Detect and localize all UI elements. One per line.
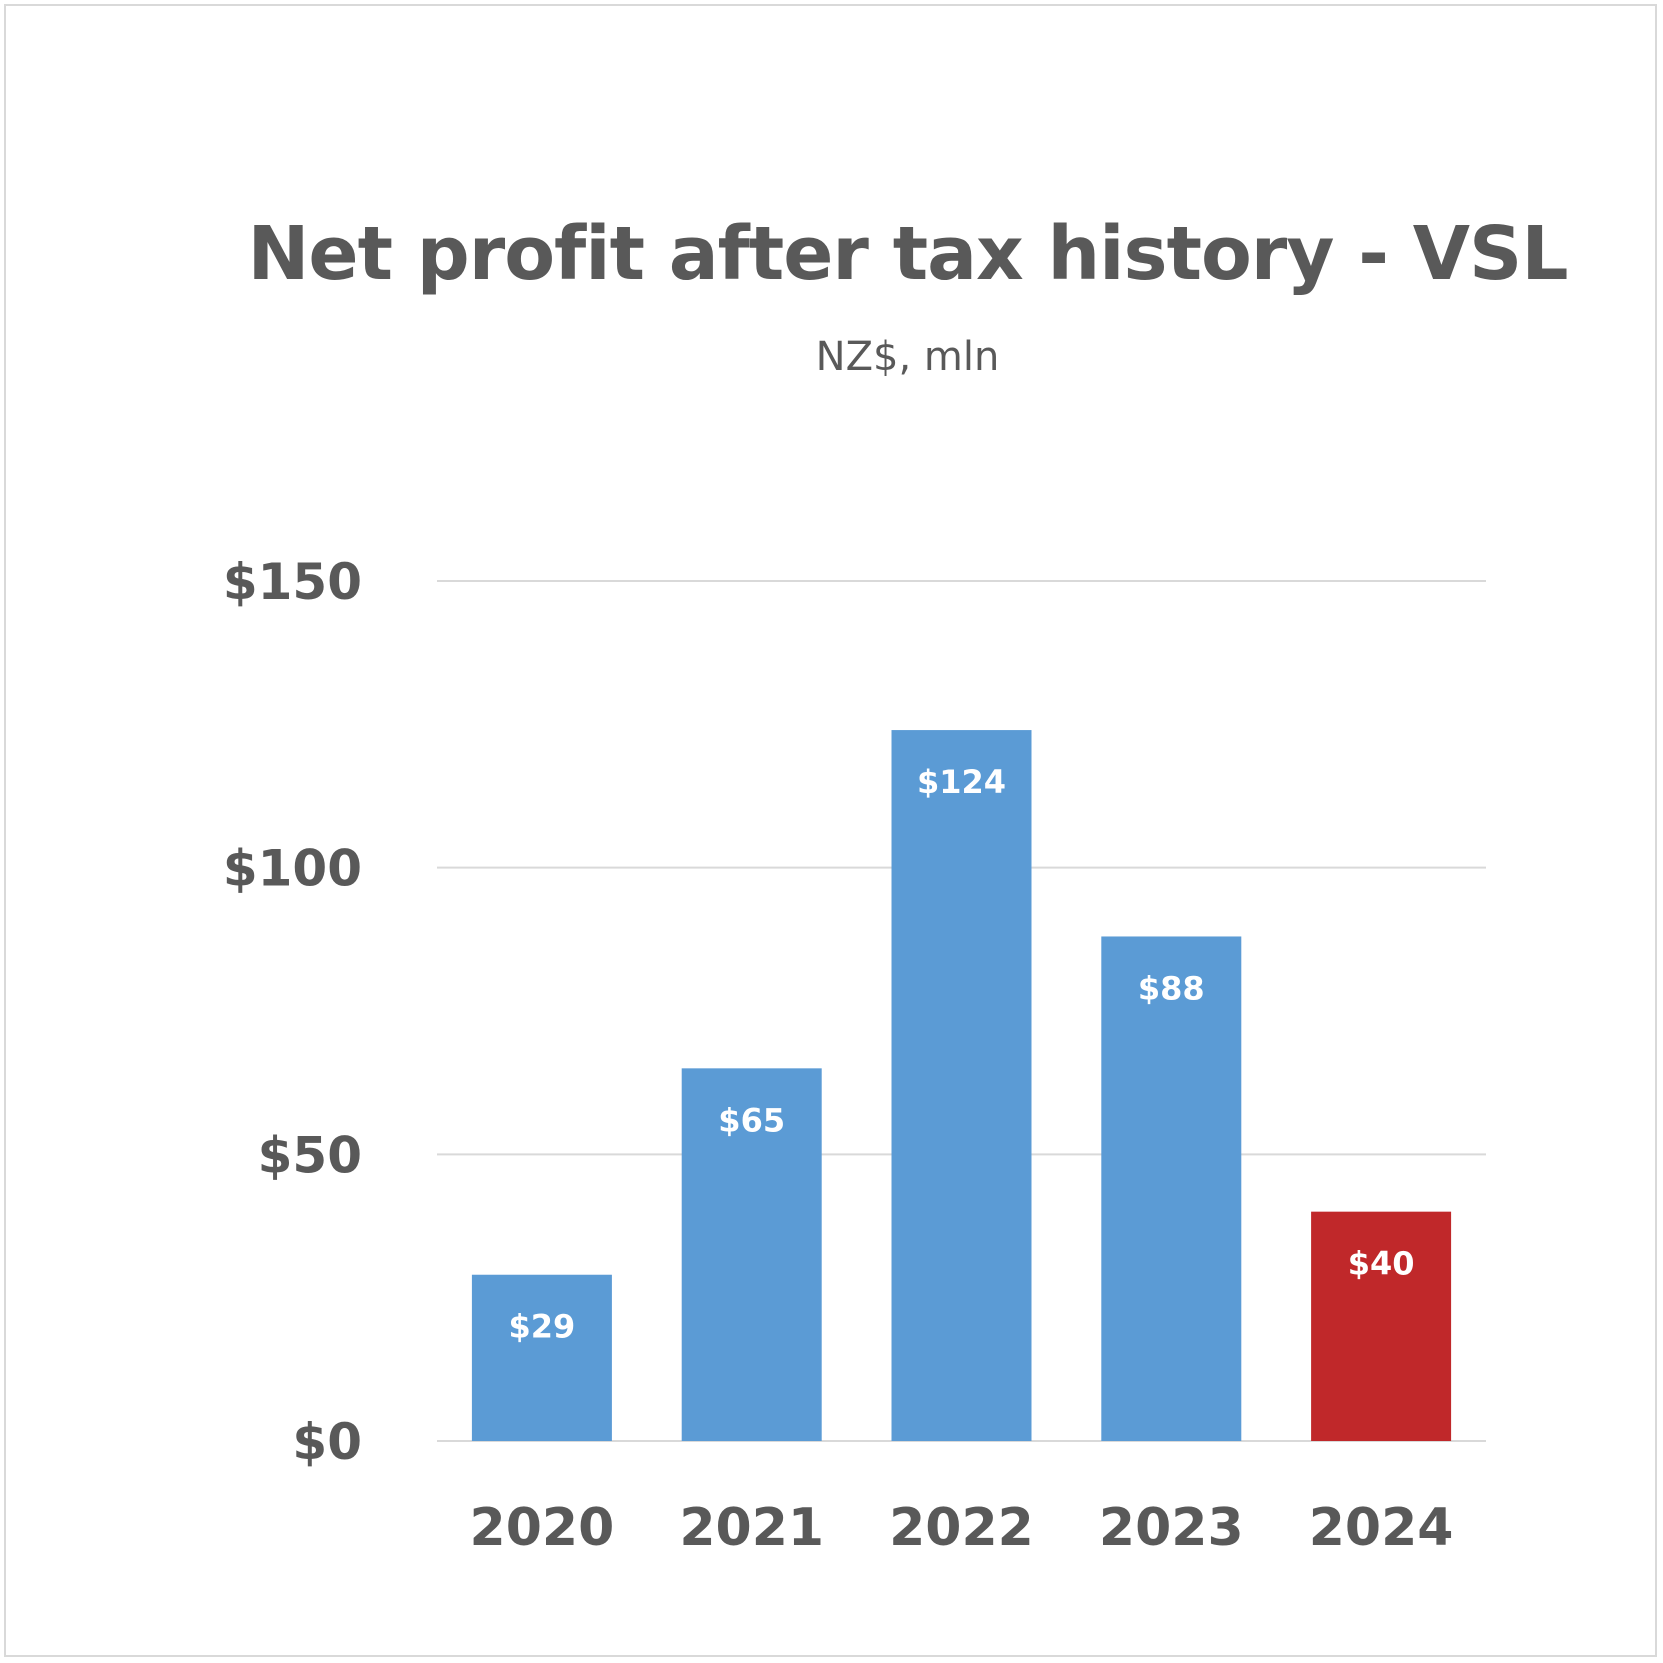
- bar-2020: [471, 1274, 612, 1441]
- y-tick-label: $0: [292, 1413, 362, 1471]
- y-tick-label: $50: [258, 1126, 362, 1184]
- x-axis-categories: 2020 2021 2022 2023 2024: [470, 1498, 1454, 1558]
- y-axis-ticks: $0 $50 $100 $150: [223, 553, 362, 1471]
- x-tick-label-2023: 2023: [1099, 1498, 1244, 1558]
- data-label-2021: $65: [718, 1101, 785, 1139]
- bar-2022: [891, 730, 1032, 1441]
- bar-2023: [1101, 936, 1242, 1441]
- chart-subtitle: NZ$, mln: [815, 334, 1000, 380]
- y-tick-label: $100: [223, 840, 362, 898]
- chart-title: Net profit after tax history - VSL: [247, 211, 1568, 297]
- data-labels: $29 $65 $124 $88 $40: [509, 763, 1415, 1346]
- data-label-2020: $29: [509, 1308, 576, 1346]
- bar-2024: [1311, 1211, 1452, 1441]
- bar-2021: [681, 1068, 822, 1441]
- data-label-2024: $40: [1348, 1245, 1415, 1283]
- bars: [471, 730, 1452, 1441]
- x-tick-label-2021: 2021: [679, 1498, 824, 1558]
- y-tick-label: $150: [223, 553, 362, 611]
- data-label-2022: $124: [917, 763, 1006, 801]
- x-tick-label-2020: 2020: [470, 1498, 615, 1558]
- chart-frame: Net profit after tax history - VSL NZ$, …: [4, 4, 1657, 1657]
- data-label-2023: $88: [1138, 969, 1205, 1007]
- x-tick-label-2024: 2024: [1309, 1498, 1454, 1558]
- x-tick-label-2022: 2022: [889, 1498, 1034, 1558]
